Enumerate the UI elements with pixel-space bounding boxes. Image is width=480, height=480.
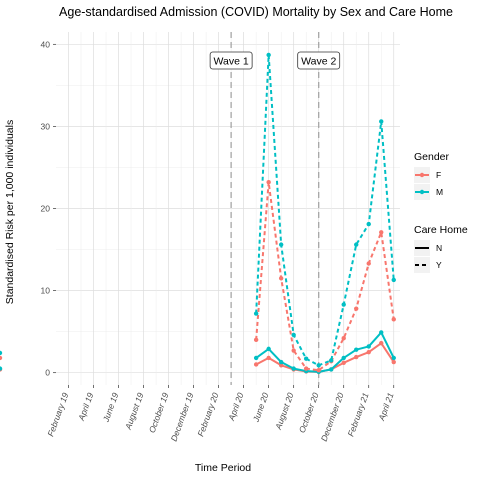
data-point — [266, 346, 271, 352]
data-point — [278, 242, 284, 247]
data-point — [303, 356, 309, 361]
wave-label: Wave 1 — [209, 51, 253, 70]
data-point — [253, 355, 259, 361]
gridlines — [56, 32, 400, 385]
data-point — [253, 311, 259, 316]
x-tick-label: December 19 — [169, 391, 196, 443]
data-point — [266, 180, 271, 185]
data-point — [278, 359, 284, 365]
data-point — [379, 340, 384, 346]
x-tick-label: February 20 — [195, 391, 220, 438]
x-tick-label: February 19 — [45, 391, 70, 438]
x-tick-label: June 20 — [250, 391, 270, 424]
series-line — [255, 181, 395, 372]
svg-text:N: N — [436, 243, 442, 253]
data-point — [354, 242, 359, 247]
data-point — [0, 366, 3, 371]
y-tick-label: 10 — [41, 286, 51, 296]
x-axis-title: Time Period — [195, 462, 251, 474]
data-point — [354, 347, 359, 352]
data-point — [354, 354, 359, 360]
x-axis: February 19 April 19 June 19 August 19 Octob… — [45, 385, 396, 443]
data-point — [291, 348, 296, 353]
data-point — [391, 317, 396, 322]
data-point — [266, 355, 271, 361]
data-point — [341, 355, 346, 361]
data-point — [329, 367, 334, 372]
data-point — [278, 276, 284, 281]
data-point — [391, 355, 396, 361]
series-line — [255, 331, 395, 373]
data-point — [329, 358, 334, 363]
x-tick-label: October 20 — [297, 391, 321, 434]
legend: Gender FM Care Home NY — [414, 151, 468, 273]
x-tick-label: April 20 — [226, 391, 246, 423]
x-tick-label: December 20 — [319, 391, 346, 443]
legend-item-carehome-N: N — [414, 240, 442, 256]
series-M-Y — [0, 52, 396, 368]
chart-title: Age-standardised Admission (COVID) Morta… — [59, 5, 453, 19]
data-point — [0, 350, 3, 356]
wave-lines — [230, 32, 320, 385]
svg-text:M: M — [436, 187, 443, 197]
wave-labels: Wave 1 Wave 2 — [209, 51, 341, 70]
data-point — [366, 349, 371, 355]
svg-text:Y: Y — [436, 260, 442, 270]
data-point — [366, 261, 371, 266]
series-F-Y — [0, 180, 396, 373]
data-point — [391, 277, 396, 283]
svg-text:Wave 2: Wave 2 — [301, 56, 336, 68]
y-tick-label: 30 — [41, 121, 51, 131]
data-point — [341, 360, 346, 366]
x-tick-label: April 19 — [76, 391, 96, 423]
series-layer — [0, 52, 396, 375]
x-tick-label: October 19 — [147, 391, 171, 434]
y-axis: 0 10 20 30 40 — [41, 39, 56, 378]
data-point — [379, 230, 384, 235]
y-tick-label: 40 — [41, 39, 51, 49]
legend-item-gender-F: F — [414, 167, 441, 183]
data-point — [379, 119, 384, 124]
data-point — [341, 336, 346, 341]
y-tick-label: 20 — [41, 204, 51, 214]
data-point — [253, 337, 259, 343]
legend-title-care-home: Care Home — [414, 224, 468, 236]
data-point — [366, 221, 371, 227]
x-tick-label: February 21 — [346, 391, 371, 438]
data-point — [316, 363, 321, 368]
x-tick-label: August 20 — [273, 391, 296, 432]
data-point — [366, 344, 371, 349]
data-point — [354, 306, 359, 311]
data-point — [266, 52, 271, 58]
data-point — [291, 332, 296, 338]
data-point — [379, 330, 384, 335]
x-tick-label: April 21 — [376, 391, 396, 423]
y-tick-label: 0 — [45, 368, 50, 378]
data-point — [0, 355, 3, 361]
svg-text:F: F — [436, 170, 441, 180]
data-point — [278, 363, 284, 368]
data-point — [303, 366, 309, 371]
y-axis-title: Standardised Risk per 1,000 individuals — [4, 120, 16, 304]
data-point — [291, 366, 296, 371]
legend-title-gender: Gender — [414, 151, 450, 163]
wave-label: Wave 2 — [297, 51, 341, 70]
data-point — [316, 368, 321, 373]
x-tick-label: August 19 — [123, 391, 146, 432]
data-point — [253, 362, 259, 367]
legend-item-carehome-Y: Y — [414, 257, 442, 273]
data-point — [391, 359, 396, 365]
legend-item-gender-M: M — [414, 184, 443, 200]
x-tick-label: June 19 — [100, 391, 120, 424]
svg-text:Wave 1: Wave 1 — [214, 56, 249, 68]
series-M-N — [0, 330, 396, 375]
data-point — [341, 302, 346, 307]
